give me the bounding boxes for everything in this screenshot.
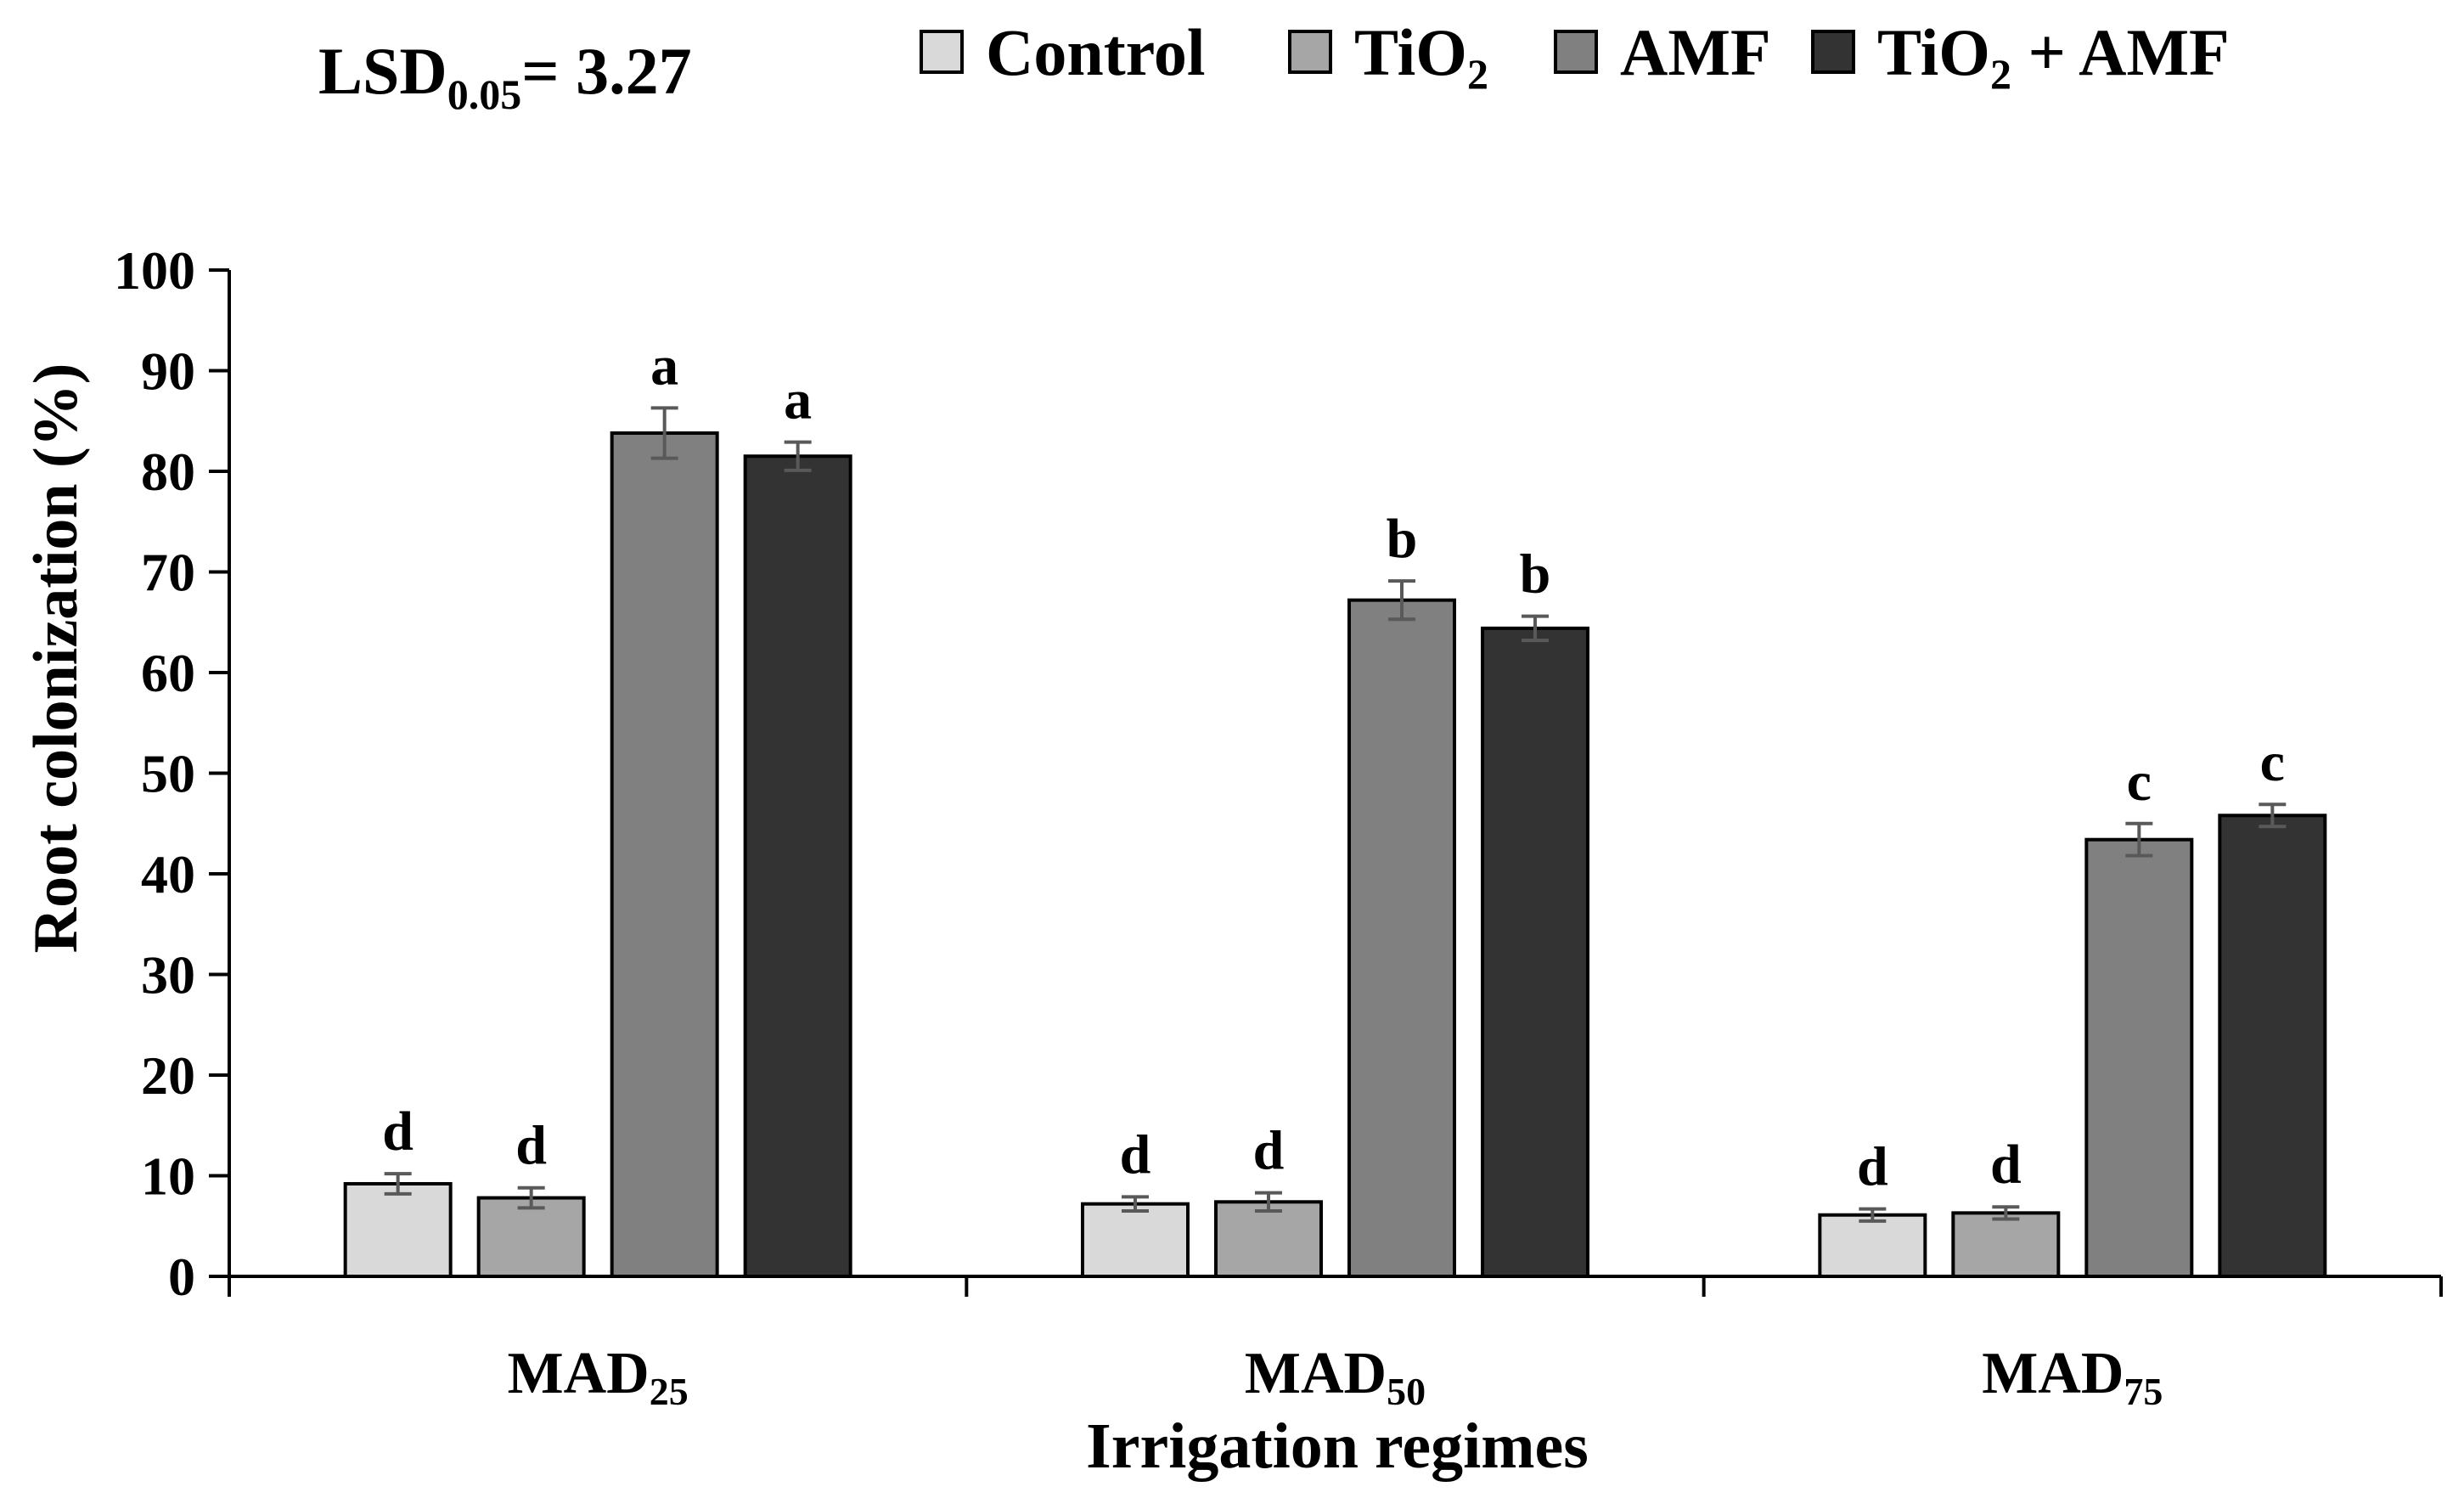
legend-label-tail: + AMF xyxy=(2011,15,2230,89)
legend-label-sub: 2 xyxy=(1467,50,1488,98)
y-tick-label: 10 xyxy=(141,1146,195,1207)
legend: Control TiO2 AMF TiO2 + AMF xyxy=(920,15,2230,98)
data-label: b xyxy=(1387,508,1418,570)
x-tick-label-sub: 75 xyxy=(2124,1370,2163,1413)
data-label: b xyxy=(1520,543,1551,605)
x-tick-label: MAD75 xyxy=(1982,1341,2163,1413)
data-label: c xyxy=(2127,751,2152,813)
bar xyxy=(1481,626,1589,1278)
legend-swatch xyxy=(920,30,964,74)
x-tick-label-base: MAD xyxy=(508,1341,650,1406)
y-tick-label: 90 xyxy=(141,341,195,402)
legend-label: Control xyxy=(986,15,1206,89)
bar xyxy=(2218,814,2327,1278)
legend-swatch xyxy=(1288,30,1332,74)
lsd-annotation: LSD0.05= 3.27 xyxy=(318,34,692,118)
y-axis: 0 10 20 30 40 50 60 70 80 90 100 xyxy=(114,240,231,1307)
y-tick-label: 80 xyxy=(141,442,195,502)
legend-swatch xyxy=(1554,30,1598,74)
x-tick-label: MAD25 xyxy=(508,1341,689,1413)
legend-label: AMF xyxy=(1620,15,1771,89)
x-tick-label-sub: 50 xyxy=(1387,1370,1426,1413)
bar xyxy=(1951,1211,2061,1278)
bar xyxy=(610,431,719,1279)
x-tick-label-base: MAD xyxy=(1982,1341,2124,1406)
y-tick-label: 50 xyxy=(141,744,195,804)
bars: d d d d d d a b c a b c xyxy=(343,335,2327,1279)
data-label: c xyxy=(2260,731,2285,793)
data-label: d xyxy=(1990,1134,2022,1196)
legend-label-base: TiO xyxy=(1877,15,1990,89)
y-tick-label: 100 xyxy=(114,240,195,301)
bar xyxy=(2084,837,2194,1278)
bar xyxy=(476,1196,586,1278)
y-tick-label: 60 xyxy=(141,643,195,703)
legend-label-base: Control xyxy=(986,15,1206,89)
x-tick-label-base: MAD xyxy=(1245,1341,1387,1406)
data-label: d xyxy=(1857,1136,1888,1198)
legend-swatch xyxy=(1811,30,1855,74)
bar xyxy=(1818,1213,1927,1278)
y-tick-label: 70 xyxy=(141,543,195,603)
x-tick-label: MAD50 xyxy=(1245,1341,1426,1413)
x-axis-label: Irrigation regimes xyxy=(1086,1411,1589,1482)
y-tick-label: 40 xyxy=(141,844,195,904)
legend-label-sub: 2 xyxy=(1990,50,2011,98)
data-label: d xyxy=(382,1101,413,1163)
bar xyxy=(1347,598,1456,1278)
y-axis-label: Root colonization (%) xyxy=(21,363,91,954)
data-label: d xyxy=(1253,1120,1285,1182)
legend-label-base: TiO xyxy=(1354,15,1467,89)
data-label: a xyxy=(650,335,678,397)
bar xyxy=(343,1181,453,1278)
y-tick-label: 0 xyxy=(168,1247,195,1307)
legend-label: TiO2 xyxy=(1354,15,1488,98)
legend-label-base: AMF xyxy=(1620,15,1771,89)
y-tick-label: 30 xyxy=(141,945,195,1005)
bar xyxy=(1081,1202,1190,1279)
data-label: d xyxy=(515,1115,547,1177)
data-label: a xyxy=(784,369,812,431)
x-axis: MAD25 MAD50 MAD75 xyxy=(228,1275,2443,1413)
bar xyxy=(743,454,852,1278)
data-label: d xyxy=(1120,1124,1151,1185)
y-tick-label: 20 xyxy=(141,1045,195,1106)
bar xyxy=(1214,1200,1323,1279)
legend-label: TiO2 + AMF xyxy=(1877,15,2230,98)
x-tick-label-sub: 25 xyxy=(650,1370,689,1413)
